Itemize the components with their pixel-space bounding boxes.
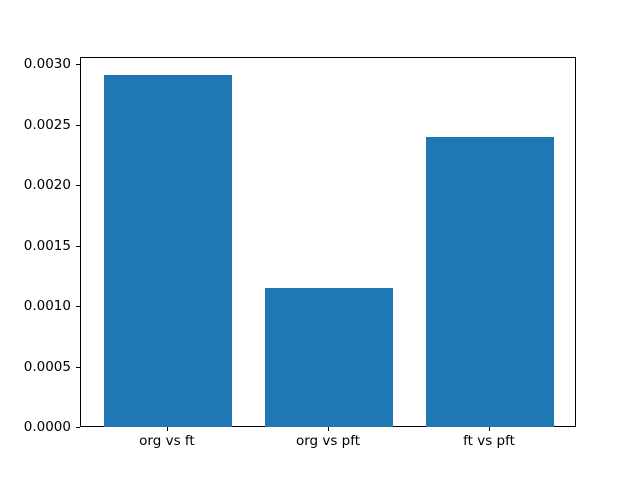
x-tick-label: org vs ft [139,433,195,449]
y-tick-label: 0.0010 [23,298,71,315]
y-tick-mark [76,366,80,368]
y-tick-label: 0.0025 [23,116,71,133]
bar-org-vs-ft [103,75,233,427]
y-tick-label: 0.0000 [23,419,71,435]
y-tick-mark [76,124,80,126]
x-tick-mark [489,427,491,431]
y-tick-label: 0.0030 [23,56,71,73]
y-tick-mark [76,245,80,247]
x-tick-label: ft vs pft [463,433,515,449]
y-tick-mark [76,64,80,66]
bar-ft-vs-pft [425,136,555,427]
y-tick-label: 0.0020 [23,177,71,194]
y-tick-mark [76,427,80,428]
y-tick-mark [76,185,80,187]
plot-area [80,57,576,427]
x-tick-mark [166,427,168,431]
y-tick-mark [76,306,80,308]
x-tick-label: org vs pft [295,433,361,449]
bar-org-vs-pft [264,287,394,427]
y-tick-label: 0.0015 [23,237,71,254]
x-tick-mark [328,427,329,431]
y-tick-label: 0.0005 [23,358,71,375]
